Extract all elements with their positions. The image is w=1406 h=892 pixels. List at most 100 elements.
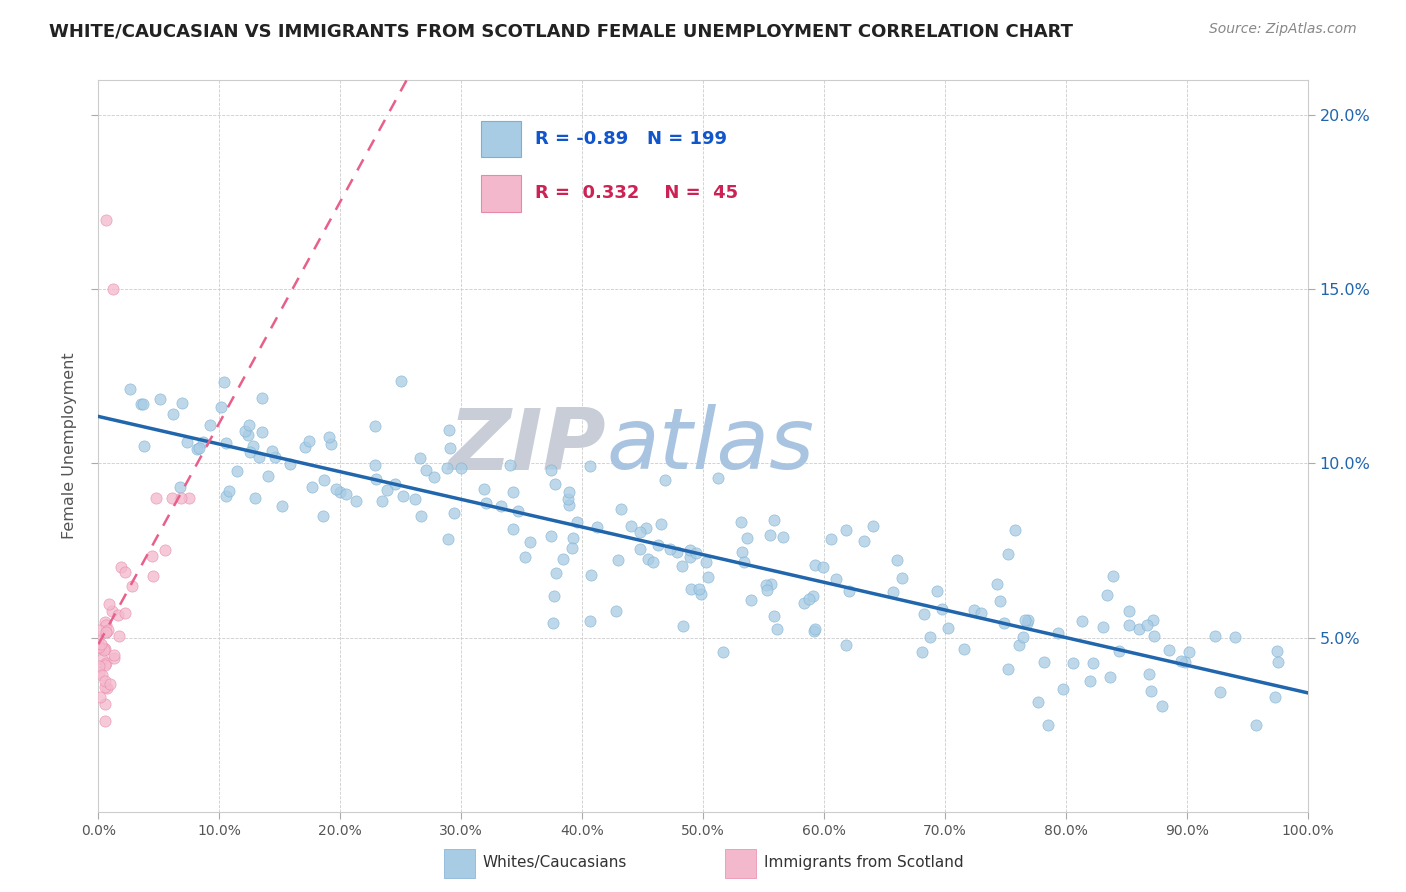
Point — [628, 542, 651, 557]
Point — [561, 541, 583, 555]
Point — [1139, 683, 1161, 698]
Point — [755, 578, 778, 592]
Point — [820, 533, 842, 547]
Point — [94, 625, 117, 640]
Point — [409, 450, 432, 465]
Point — [389, 374, 412, 388]
Point — [1102, 569, 1125, 583]
Point — [963, 603, 986, 617]
Point — [247, 450, 270, 464]
Point — [186, 442, 208, 456]
Point — [557, 492, 579, 507]
Point — [1026, 695, 1049, 709]
Point — [643, 555, 665, 569]
Point — [321, 437, 343, 451]
Point — [233, 424, 256, 438]
Point — [364, 472, 387, 486]
Point — [997, 662, 1019, 676]
Point — [886, 553, 908, 567]
Text: atlas: atlas — [606, 404, 814, 488]
Point — [834, 638, 856, 652]
Point — [114, 565, 136, 579]
Point — [825, 572, 848, 586]
Point — [685, 545, 707, 559]
Point — [94, 714, 117, 728]
Point — [129, 396, 152, 410]
Point — [562, 531, 585, 545]
Point — [914, 607, 936, 622]
Point — [294, 441, 316, 455]
Point — [647, 537, 669, 551]
Point — [1265, 644, 1288, 658]
Point — [628, 524, 651, 539]
Point — [439, 441, 461, 455]
Point — [986, 576, 1008, 591]
Point — [1071, 614, 1094, 628]
Point — [239, 445, 262, 459]
Point — [605, 604, 627, 618]
Point — [515, 549, 537, 564]
Point — [214, 376, 236, 390]
Point — [97, 597, 120, 611]
Point — [1170, 654, 1192, 668]
Point — [98, 677, 121, 691]
Point — [142, 569, 165, 583]
Point — [508, 504, 530, 518]
Point — [96, 618, 118, 632]
Point — [96, 625, 118, 640]
Point — [450, 460, 472, 475]
Point — [93, 641, 115, 656]
Point — [250, 391, 273, 405]
Point — [1267, 655, 1289, 669]
Point — [579, 458, 602, 473]
Point — [1128, 622, 1150, 636]
Point — [671, 559, 693, 574]
Point — [862, 518, 884, 533]
Point — [436, 460, 458, 475]
Point — [170, 396, 193, 410]
Point — [1091, 620, 1114, 634]
Point — [988, 593, 1011, 607]
Point — [162, 407, 184, 421]
Point — [793, 596, 815, 610]
Point — [927, 584, 949, 599]
Point — [90, 637, 112, 651]
Point — [437, 532, 460, 546]
Point — [93, 657, 115, 672]
Point — [1108, 644, 1130, 658]
Point — [544, 566, 567, 580]
Point — [238, 418, 260, 433]
Point — [1014, 613, 1036, 627]
Point — [679, 542, 702, 557]
Point — [579, 567, 602, 582]
Point — [370, 494, 392, 508]
Point — [153, 543, 176, 558]
Point — [1142, 613, 1164, 627]
Point — [107, 608, 129, 623]
Point — [87, 659, 110, 673]
Point — [852, 533, 875, 548]
Point — [363, 458, 385, 472]
Point — [114, 606, 136, 620]
Point — [242, 439, 264, 453]
Point — [1052, 682, 1074, 697]
Point — [364, 419, 387, 434]
Point — [94, 656, 117, 670]
Point — [214, 490, 236, 504]
Point — [936, 621, 959, 635]
Point — [654, 473, 676, 487]
Point — [437, 423, 460, 437]
Point — [678, 550, 700, 565]
Point — [541, 616, 564, 631]
Point — [392, 489, 415, 503]
Point — [1047, 625, 1070, 640]
Point — [131, 397, 153, 411]
Point — [149, 392, 172, 406]
Point — [931, 602, 953, 616]
Point — [766, 622, 789, 636]
Point — [762, 609, 785, 624]
Point — [328, 485, 350, 500]
Point — [797, 591, 820, 606]
Point — [264, 450, 287, 464]
Point — [1118, 618, 1140, 632]
